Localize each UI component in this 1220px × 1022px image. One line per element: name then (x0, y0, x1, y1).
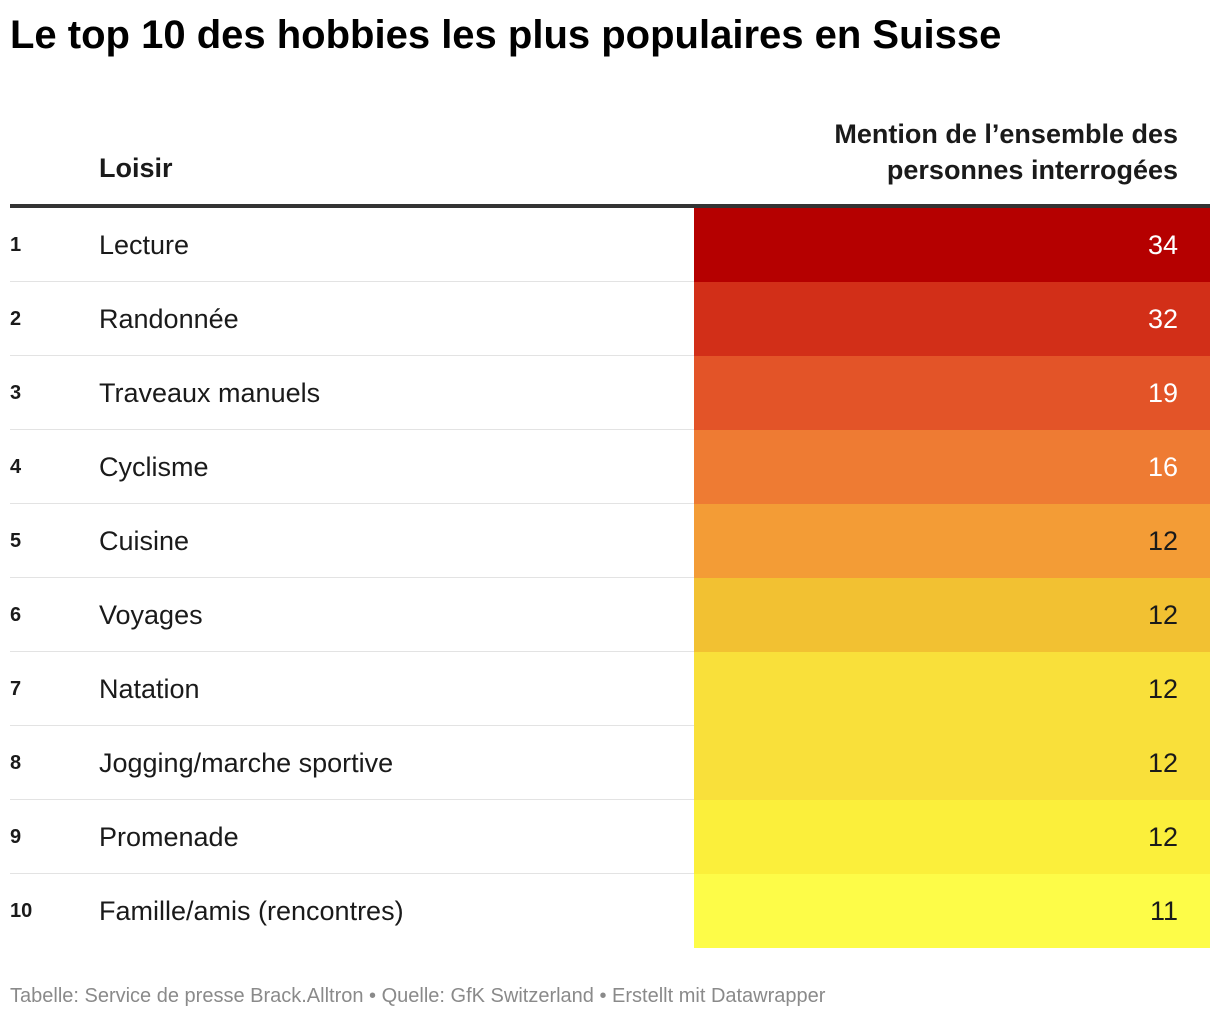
row-loisir: Promenade (99, 822, 239, 852)
row-rank: 3 (10, 382, 22, 404)
header-divider (10, 204, 1210, 208)
table-row: 7 Natation 12 (10, 652, 1210, 726)
row-rank: 6 (10, 604, 22, 626)
row-rank: 5 (10, 530, 22, 552)
table-row: 1 Lecture 34 (10, 208, 1210, 282)
table-row: 8 Jogging/marche sportive 12 (10, 726, 1210, 800)
source-note: Tabelle: Service de presse Brack.Alltron… (10, 985, 826, 1007)
row-loisir: Famille/amis (rencontres) (99, 896, 404, 926)
heatmap-cell: 34 (694, 208, 1210, 282)
column-header-mention[interactable]: Mention de l’ensemble des personnes inte… (834, 119, 1178, 185)
heatmap-cell: 12 (694, 800, 1210, 874)
row-rank: 1 (10, 234, 22, 256)
row-loisir: Cuisine (99, 526, 190, 556)
row-rank: 9 (10, 826, 22, 848)
table-row: 10 Famille/amis (rencontres) 11 (10, 874, 1210, 948)
row-rank: 2 (10, 308, 22, 330)
heatmap-cell: 12 (694, 652, 1210, 726)
heatmap-cell: 19 (694, 356, 1210, 430)
row-rank: 7 (10, 678, 22, 700)
chart-title: Le top 10 des hobbies les plus populaire… (10, 13, 1002, 57)
row-loisir: Jogging/marche sportive (99, 748, 394, 778)
heatmap-cell: 12 (694, 578, 1210, 652)
row-loisir: Lecture (99, 230, 190, 260)
heatmap-cell: 12 (694, 504, 1210, 578)
table-header: Loisir Mention de l’ensemble des personn… (10, 112, 1210, 204)
heatmap-cell: 11 (694, 874, 1210, 948)
table-body: 1 Lecture 34 2 Randonnée 32 3 Traveaux manuels 1… (10, 208, 1210, 948)
table-row: 2 Randonnée 32 (10, 282, 1210, 356)
row-loisir: Randonnée (99, 304, 239, 334)
row-loisir: Natation (99, 674, 200, 704)
row-loisir: Cyclisme (99, 452, 209, 482)
row-rank: 4 (10, 456, 22, 478)
row-rank: 10 (10, 900, 33, 922)
row-loisir: Traveaux manuels (99, 378, 321, 408)
row-loisir: Voyages (99, 600, 203, 630)
table-row: 5 Cuisine 12 (10, 504, 1210, 578)
table-row: 4 Cyclisme 16 (10, 430, 1210, 504)
table-row: 9 Promenade 12 (10, 800, 1210, 874)
row-rank: 8 (10, 752, 22, 774)
heatmap-cell: 16 (694, 430, 1210, 504)
table-row: 6 Voyages 12 (10, 578, 1210, 652)
column-header-loisir[interactable]: Loisir (99, 153, 173, 183)
heatmap-cell: 32 (694, 282, 1210, 356)
heatmap-cell: 12 (694, 726, 1210, 800)
table-row: 3 Traveaux manuels 19 (10, 356, 1210, 430)
